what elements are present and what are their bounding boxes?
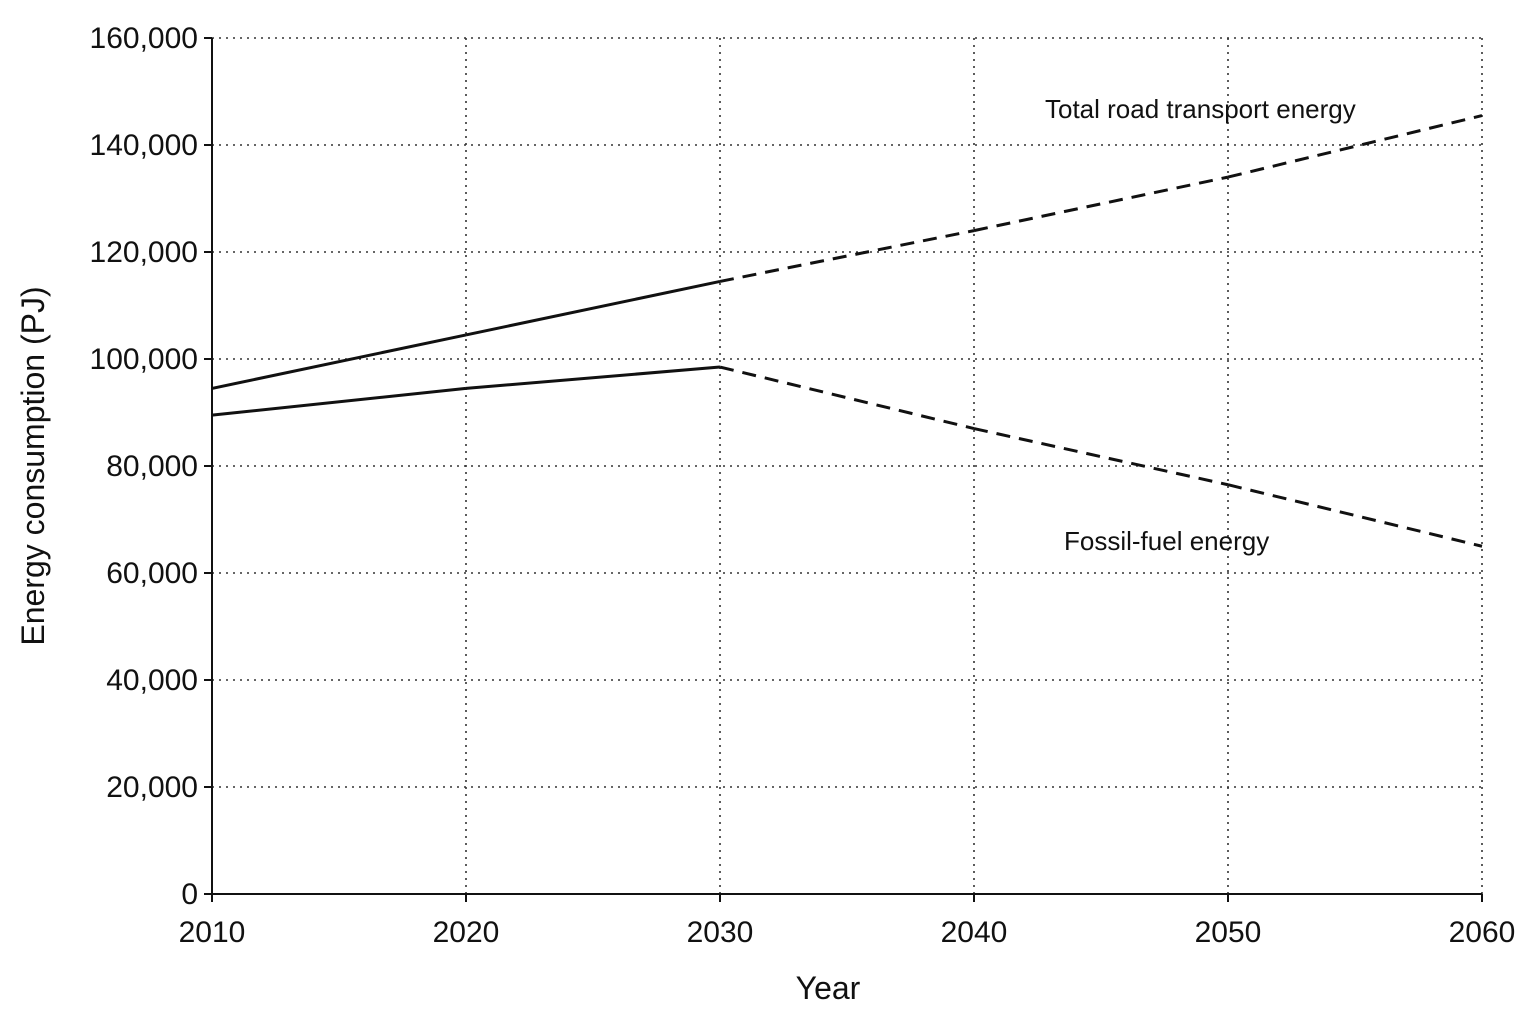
series-segment-solid: [211, 386, 467, 417]
y-axis-title: Energy consumption (PJ): [15, 286, 51, 645]
series-segment-solid: [465, 365, 721, 390]
series-fossil-fuel-line: [211, 365, 1483, 548]
x-tick-label: 2030: [687, 916, 754, 949]
y-tick-label: 20,000: [106, 771, 198, 804]
x-tick-label: 2040: [941, 916, 1008, 949]
x-tick-label: 2050: [1195, 916, 1262, 949]
annotations: Total road transport energy Fossil-fuel …: [1045, 94, 1356, 556]
series-segment-dashed: [973, 427, 1229, 487]
y-tick-label: 40,000: [106, 664, 198, 697]
y-tick-label: 60,000: [106, 557, 198, 590]
series-segment-solid: [211, 333, 467, 390]
y-tick-label: 0: [181, 878, 198, 911]
y-tick-label: 120,000: [90, 236, 198, 269]
series-segment-dashed: [973, 175, 1229, 233]
y-tick-label: 140,000: [90, 129, 198, 162]
ticks: 0 20,000 40,000 60,000 80,000 100,000 120,000 1…: [90, 22, 1516, 949]
series-label-fossil-fuel: Fossil-fuel energy: [1064, 526, 1269, 556]
series-segment-dashed: [719, 365, 975, 431]
y-tick-label: 160,000: [90, 22, 198, 55]
x-tick-label: 2020: [433, 916, 500, 949]
series-segment-dashed: [1227, 114, 1483, 179]
series-segment-dashed: [1227, 483, 1483, 548]
y-tick-label: 100,000: [90, 343, 198, 376]
series-segment-dashed: [719, 229, 975, 283]
series-total-road-transport-line: [211, 114, 1483, 390]
x-tick-label: 2010: [179, 916, 246, 949]
gridlines: [212, 37, 1483, 894]
series-lines: [211, 114, 1483, 548]
x-tick-label: 2060: [1449, 916, 1516, 949]
series-label-total-road-transport: Total road transport energy: [1045, 94, 1356, 124]
x-axis-title: Year: [796, 970, 861, 1006]
series-segment-solid: [465, 279, 721, 337]
y-tick-label: 80,000: [106, 450, 198, 483]
